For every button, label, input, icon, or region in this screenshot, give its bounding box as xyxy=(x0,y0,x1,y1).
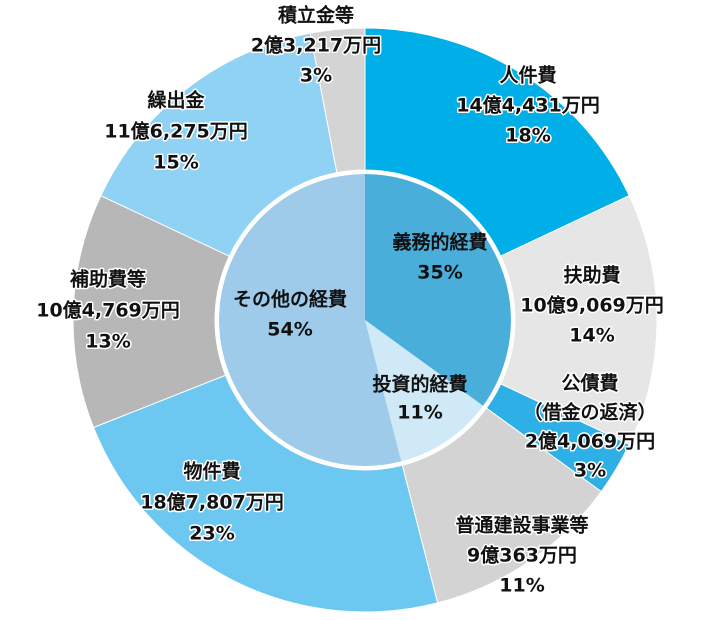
inner-segment xyxy=(365,320,484,462)
outer-label: 10億9,069万円 xyxy=(520,294,664,317)
outer-label: 2億4,069万円 xyxy=(525,430,655,453)
outer-label: 18億7,807万円 xyxy=(140,491,284,514)
outer-label: 公債費 xyxy=(561,372,618,395)
outer-label: 2億3,217万円 xyxy=(251,34,381,57)
outer-label: 普通建設事業等 xyxy=(455,514,588,537)
outer-label: 3% xyxy=(300,65,332,87)
inner-label: 35% xyxy=(417,262,462,284)
inner-label: 11% xyxy=(397,402,442,424)
outer-label: 13% xyxy=(85,331,130,353)
inner-label: 54% xyxy=(267,319,312,341)
outer-label: 扶助費 xyxy=(563,264,620,287)
outer-label: 18% xyxy=(505,125,550,147)
inner-label: その他の経費 xyxy=(233,288,347,311)
inner-label: 投資的経費 xyxy=(372,373,467,396)
inner-label: 義務的経費 xyxy=(392,231,487,254)
inner-segment xyxy=(218,174,402,467)
inner-border xyxy=(215,170,515,470)
outer-label: 14% xyxy=(569,325,614,347)
outer-label: 9億363万円 xyxy=(467,544,577,567)
outer-label: 繰出金 xyxy=(147,89,205,112)
outer-label: 11億6,275万円 xyxy=(104,120,248,143)
outer-label: 14億4,431万円 xyxy=(456,94,600,117)
inner-segment xyxy=(365,174,512,406)
outer-label: 23% xyxy=(189,523,234,545)
outer-label: 3% xyxy=(574,460,606,482)
outer-label: 人件費 xyxy=(499,64,556,87)
outer-label: 補助費等 xyxy=(69,268,146,291)
outer-label: 11% xyxy=(499,575,544,597)
outer-label: （借金の返済） xyxy=(523,401,656,424)
outer-label: 15% xyxy=(153,152,198,174)
outer-label: 物件費 xyxy=(183,460,240,483)
outer-label: 積立金等 xyxy=(278,4,354,27)
outer-label: 10億4,769万円 xyxy=(36,299,180,322)
